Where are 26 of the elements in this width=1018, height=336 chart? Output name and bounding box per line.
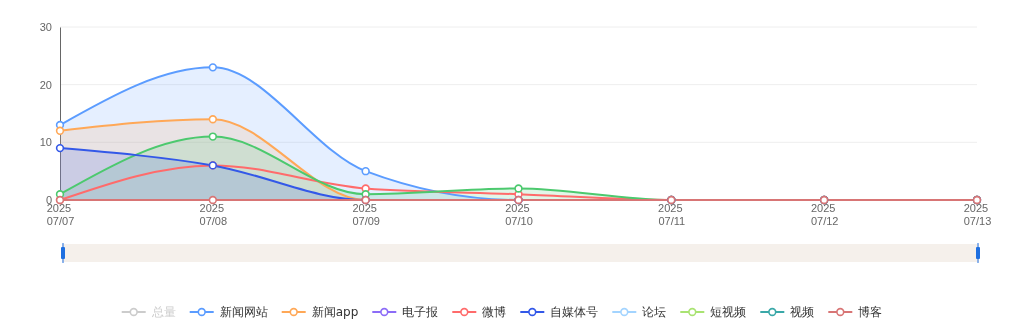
y-tick-label: 10: [39, 136, 52, 149]
legend-label: 微博: [482, 305, 507, 320]
point: [55, 126, 65, 135]
legend-label: 新闻app: [311, 305, 359, 320]
legend-label: 自媒体号: [550, 305, 599, 320]
legend-label: 论坛: [642, 305, 667, 320]
point: [514, 184, 523, 193]
legend-label: 短视频: [710, 305, 747, 320]
point: [55, 143, 65, 153]
x-tick-label: 2025 07/09: [352, 202, 380, 227]
legend-label: 博客: [858, 305, 883, 320]
legend-label: 视频: [790, 305, 815, 320]
x-tick-label: 2025 07/08: [199, 202, 228, 227]
x-tick-label: 2025 07/12: [810, 202, 839, 227]
x-tick-label: 2025 07/11: [658, 202, 686, 227]
point: [361, 166, 370, 176]
y-tick-label: 30: [39, 21, 52, 34]
point: [208, 63, 218, 72]
y-tick-label: 20: [39, 78, 52, 91]
point: [208, 115, 218, 124]
legend-label: 新闻网站: [219, 305, 268, 320]
x-tick-label: 2025 07/10: [505, 202, 533, 227]
x-tick-label: 2025 07/13: [963, 202, 992, 227]
point: [208, 132, 218, 141]
point: [208, 195, 218, 205]
legend-label: 电子报: [402, 305, 439, 320]
